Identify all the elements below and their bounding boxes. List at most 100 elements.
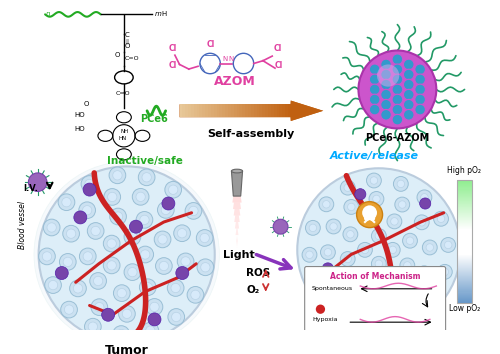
Circle shape (378, 297, 385, 304)
Circle shape (165, 181, 182, 198)
Circle shape (417, 190, 432, 205)
Bar (456, 190, 471, 192)
Circle shape (138, 169, 155, 185)
Bar (280, 104, 282, 117)
Bar (456, 232, 471, 234)
Circle shape (142, 173, 152, 182)
Polygon shape (235, 222, 239, 229)
Text: O: O (84, 101, 89, 107)
Bar (268, 104, 272, 117)
Bar (456, 213, 471, 215)
Circle shape (400, 258, 414, 273)
Bar (234, 104, 237, 117)
Bar (456, 234, 471, 236)
Circle shape (44, 219, 60, 236)
Circle shape (441, 238, 456, 252)
Circle shape (415, 104, 426, 115)
Bar (456, 239, 471, 240)
Circle shape (158, 235, 167, 244)
Bar (205, 104, 208, 117)
Circle shape (113, 326, 130, 342)
Bar (456, 193, 471, 194)
Bar (456, 278, 471, 280)
Bar (211, 104, 214, 117)
Circle shape (74, 284, 82, 293)
Bar (456, 301, 471, 302)
Bar (220, 104, 223, 117)
Bar (228, 104, 232, 117)
Bar (182, 104, 186, 117)
Bar (456, 285, 471, 287)
Circle shape (62, 198, 71, 207)
Text: N: N (222, 56, 228, 62)
Circle shape (83, 252, 92, 261)
Circle shape (309, 274, 324, 289)
Circle shape (358, 51, 436, 129)
Bar (456, 253, 471, 254)
Circle shape (370, 64, 380, 75)
Bar (260, 104, 262, 117)
Circle shape (189, 206, 198, 216)
Circle shape (330, 299, 337, 306)
Circle shape (273, 219, 288, 234)
Circle shape (386, 242, 400, 257)
Bar (456, 201, 471, 202)
Bar (456, 218, 471, 219)
Text: Action of Mechanism: Action of Mechanism (330, 272, 420, 281)
Text: Cl: Cl (168, 61, 176, 70)
Circle shape (172, 312, 181, 321)
Text: NH: NH (120, 129, 129, 134)
Bar (245, 104, 248, 117)
Circle shape (109, 167, 126, 184)
Bar (456, 212, 471, 213)
Circle shape (42, 252, 51, 261)
Circle shape (140, 250, 150, 259)
Circle shape (88, 322, 98, 331)
Bar (456, 261, 471, 262)
Bar (456, 200, 471, 201)
Bar (456, 266, 471, 268)
Bar (456, 182, 471, 184)
Circle shape (63, 225, 80, 242)
Bar (456, 181, 471, 183)
Bar (456, 249, 471, 250)
Bar (276, 104, 280, 117)
FancyArrowPatch shape (256, 255, 291, 269)
Circle shape (185, 202, 202, 219)
Bar (456, 275, 471, 277)
Text: Active/release: Active/release (330, 151, 418, 161)
Circle shape (392, 114, 402, 125)
Circle shape (306, 221, 320, 235)
Circle shape (38, 248, 56, 265)
Bar (456, 276, 471, 278)
Circle shape (402, 305, 417, 319)
FancyBboxPatch shape (304, 267, 446, 333)
Circle shape (360, 275, 367, 282)
Circle shape (415, 64, 426, 75)
Circle shape (81, 176, 98, 192)
Bar (456, 279, 471, 281)
Bar (456, 183, 471, 185)
Circle shape (298, 168, 460, 331)
Circle shape (136, 211, 153, 228)
Bar (180, 104, 183, 117)
Circle shape (178, 229, 186, 238)
Bar (456, 199, 471, 200)
Bar (456, 209, 471, 210)
Bar (231, 104, 234, 117)
Bar (248, 104, 252, 117)
Bar (456, 295, 471, 296)
Circle shape (424, 288, 439, 303)
Circle shape (404, 79, 414, 90)
Circle shape (128, 232, 137, 241)
Circle shape (404, 99, 414, 110)
Bar (456, 217, 471, 218)
Circle shape (158, 201, 174, 218)
Bar (456, 251, 471, 252)
Circle shape (176, 267, 189, 280)
Bar (456, 291, 471, 293)
Text: C=O: C=O (125, 56, 140, 61)
Circle shape (428, 292, 435, 299)
Circle shape (398, 201, 406, 208)
Circle shape (372, 195, 380, 202)
